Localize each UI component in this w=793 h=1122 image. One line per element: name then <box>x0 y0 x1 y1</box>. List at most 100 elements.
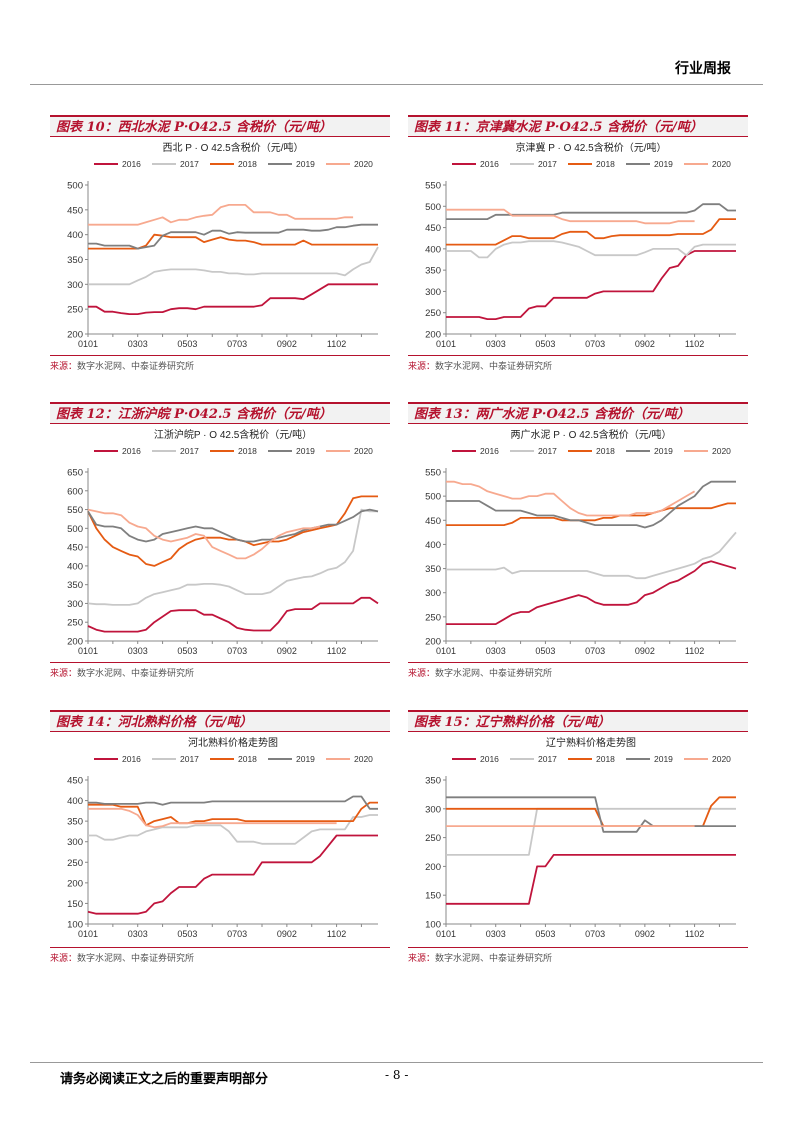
y-tick-label: 350 <box>67 255 83 266</box>
legend: 2016 2017 2018 2019 2020 <box>452 754 731 764</box>
source-text: 数字水泥网、中泰证券研究所 <box>435 362 553 372</box>
panel-11: 图表 11：京津冀水泥 P·O42.5 含税价（元/吨） 京津冀 P · O 4… <box>408 115 748 372</box>
source-text: 数字水泥网、中泰证券研究所 <box>435 669 553 679</box>
series-line-2016 <box>446 854 736 905</box>
x-tick-label: 0303 <box>486 339 506 349</box>
source-label: 来源： <box>408 669 436 679</box>
x-tick-label: 0503 <box>535 929 555 939</box>
source-text: 数字水泥网、中泰证券研究所 <box>77 954 195 964</box>
legend: 2016 2017 2018 2019 2020 <box>94 754 373 764</box>
series-line-2018 <box>88 801 378 827</box>
y-tick-label: 400 <box>67 796 83 807</box>
legend-label-2018: 2018 <box>596 754 615 764</box>
panel-title: 图表 10：西北水泥 P·O42.5 含税价（元/吨） <box>50 115 390 137</box>
legend: 2016 2017 2018 2019 2020 <box>452 159 731 169</box>
y-tick-label: 400 <box>67 230 83 241</box>
panel-10: 图表 10：西北水泥 P·O42.5 含税价（元/吨） 西北 P · O 42.… <box>50 115 390 372</box>
x-tick-label: 0101 <box>436 929 456 939</box>
series-line-2019 <box>87 508 379 543</box>
panel-title: 图表 11：京津冀水泥 P·O42.5 含税价（元/吨） <box>408 115 748 137</box>
y-tick-label: 250 <box>425 612 441 623</box>
series-line-2017 <box>446 240 736 259</box>
source-note: 来源：数字水泥网、中泰证券研究所 <box>50 355 390 372</box>
series-line-2018 <box>446 218 736 246</box>
x-tick-label: 0503 <box>177 929 197 939</box>
x-tick-label: 1102 <box>327 339 346 349</box>
series-line-2019 <box>88 795 378 810</box>
y-tick-label: 100 <box>425 920 441 931</box>
x-tick-label: 0303 <box>128 646 148 656</box>
chart-hebei-clinker: 河北熟料价格走势图 2016 2017 2018 2019 2020 100 150 200 25… <box>67 736 378 939</box>
panel-title: 图表 14：河北熟料价格（元/吨） <box>50 710 390 732</box>
report-type-title: 行业周报 <box>675 61 731 77</box>
y-tick-label: 350 <box>67 580 83 591</box>
legend-label-2016: 2016 <box>480 754 499 764</box>
x-tick-label: 0503 <box>535 339 555 349</box>
x-tick-label: 0303 <box>486 929 506 939</box>
legend-label-2017: 2017 <box>180 159 199 169</box>
y-tick-label: 250 <box>67 305 83 316</box>
chart-title: 京津冀 P · O 42.5含税价（元/吨） <box>516 141 667 154</box>
x-tick-label: 0703 <box>585 929 605 939</box>
legend-label-2016: 2016 <box>480 446 499 456</box>
y-tick-label: 550 <box>67 505 83 516</box>
y-tick-label: 150 <box>425 891 441 902</box>
x-tick-label: 0303 <box>128 929 148 939</box>
legend-label-2020: 2020 <box>354 159 373 169</box>
figure-title: 京津冀水泥 P·O42.5 含税价（元/吨） <box>475 120 703 135</box>
figure-title: 西北水泥 P·O42.5 含税价（元/吨） <box>117 120 332 135</box>
panel-title: 图表 12：江浙沪皖 P·O42.5 含税价（元/吨） <box>50 402 390 424</box>
legend-label-2017: 2017 <box>538 159 557 169</box>
x-tick-label: 0902 <box>635 339 655 349</box>
x-tick-label: 0703 <box>227 339 247 349</box>
series-line-2016 <box>88 283 378 316</box>
series-line-2017 <box>88 814 378 845</box>
panel-title: 图表 13：两广水泥 P·O42.5 含税价（元/吨） <box>408 402 748 424</box>
x-tick-label: 0303 <box>486 646 506 656</box>
y-tick-label: 300 <box>67 280 83 291</box>
series-line-2019 <box>446 480 736 529</box>
figure-title: 两广水泥 P·O42.5 含税价（元/吨） <box>475 407 690 422</box>
series-line-2016 <box>446 560 737 626</box>
x-tick-label: 0703 <box>585 339 605 349</box>
x-tick-label: 0902 <box>635 929 655 939</box>
source-label: 来源： <box>408 954 436 964</box>
chart-liangguang-cement: 两广水泥 P · O 42.5含税价（元/吨）2016 2017 2018 2019 2… <box>425 428 737 656</box>
x-tick-label: 0902 <box>635 646 655 656</box>
y-tick-label: 300 <box>425 287 441 298</box>
legend-label-2020: 2020 <box>712 159 731 169</box>
legend-label-2020: 2020 <box>354 754 373 764</box>
legend-label-2019: 2019 <box>654 754 673 764</box>
series-line-2017 <box>87 508 378 606</box>
figure-title: 河北熟料价格（元/吨） <box>117 715 253 730</box>
legend-label-2018: 2018 <box>596 446 615 456</box>
y-tick-label: 450 <box>67 543 83 554</box>
chart-title: 西北 P · O 42.5含税价（元/吨） <box>163 141 304 154</box>
legend-label-2018: 2018 <box>238 159 257 169</box>
x-tick-label: 1102 <box>327 929 346 939</box>
x-tick-label: 0503 <box>177 339 197 349</box>
x-tick-label: 0902 <box>277 929 297 939</box>
y-tick-label: 350 <box>425 564 441 575</box>
figure-label: 图表 10： <box>56 120 118 135</box>
series-line-2020 <box>88 807 337 829</box>
y-tick-label: 100 <box>67 920 83 931</box>
y-tick-label: 400 <box>425 244 441 255</box>
y-tick-label: 350 <box>67 817 83 828</box>
legend-label-2018: 2018 <box>596 159 615 169</box>
legend-label-2019: 2019 <box>654 446 673 456</box>
y-tick-label: 200 <box>67 878 83 889</box>
source-text: 数字水泥网、中泰证券研究所 <box>435 954 553 964</box>
legend-label-2020: 2020 <box>354 446 373 456</box>
figure-label: 图表 12： <box>56 407 118 422</box>
y-tick-label: 350 <box>425 776 441 787</box>
x-tick-label: 0902 <box>277 339 297 349</box>
y-tick-label: 250 <box>425 833 441 844</box>
x-tick-label: 1102 <box>685 339 704 349</box>
footer-disclaimer: 请务必阅读正文之后的重要声明部分 <box>60 1072 269 1087</box>
y-tick-label: 650 <box>67 468 83 479</box>
y-tick-label: 250 <box>67 618 83 629</box>
legend: 2016 2017 2018 2019 2020 <box>94 446 373 456</box>
legend-label-2018: 2018 <box>238 754 257 764</box>
source-label: 来源： <box>50 954 78 964</box>
